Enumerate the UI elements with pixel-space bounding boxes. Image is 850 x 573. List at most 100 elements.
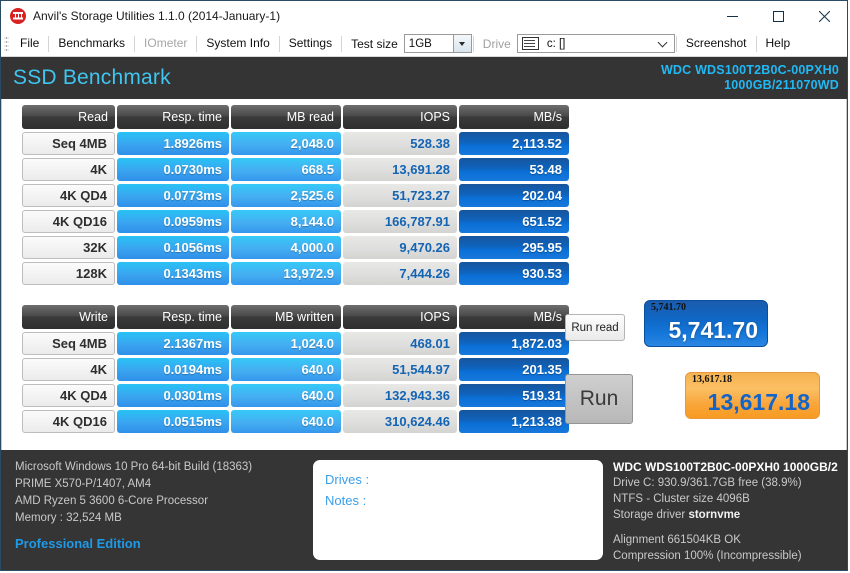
test-size-dropdown-button[interactable] [452,35,471,52]
menu-separator [48,35,50,52]
controls-panel: Run read Run Run write 5,741.70 5,741.70… [565,102,833,501]
minimize-button[interactable] [709,1,755,31]
window-controls [709,1,847,31]
drive-driver-value: stornvme [688,509,741,521]
write-table: Write Resp. time MB written IOPS MB/s Se… [20,302,571,436]
read-row-label[interactable]: 4K QD16 [22,210,115,233]
write-row-label[interactable]: 4K QD4 [22,384,115,407]
table-row: 128K 0.1343ms 13,972.9 7,444.26 930.53 [22,262,569,285]
read-cell-mbs: 295.95 [459,236,569,259]
table-row: Seq 4MB 2.1367ms 1,024.0 468.01 1,872.03 [22,332,569,355]
system-motherboard: PRIME X570-P/1407, AM4 [15,478,152,490]
table-row: 4K QD4 0.0773ms 2,525.6 51,723.27 202.04 [22,184,569,207]
write-row-label[interactable]: 4K [22,358,115,381]
read-cell-mbs: 202.04 [459,184,569,207]
run-read-button[interactable]: Run read [565,314,625,341]
drive-model-line: WDC WDS100T2B0C-00PXH0 [660,63,839,77]
table-row: 4K 0.0194ms 640.0 51,544.97 201.35 [22,358,569,381]
edition-label: Professional Edition [15,536,141,551]
menu-item-benchmarks[interactable]: Benchmarks [58,36,126,50]
notes-box[interactable]: Drives : Notes : [313,460,603,560]
menu-item-iometer: IOmeter [144,36,188,50]
read-cell-iops: 7,444.26 [343,262,457,285]
drive-capacity: Drive C: 930.9/361.7GB free (38.9%) [613,477,802,489]
table-row: 32K 0.1056ms 4,000.0 9,470.26 295.95 [22,236,569,259]
write-header-iops: IOPS [343,305,457,329]
drive-icon [521,37,539,50]
menu-separator [196,35,198,52]
read-header-iops: IOPS [343,105,457,129]
system-os: Microsoft Windows 10 Pro 64-bit Build (1… [15,461,253,473]
menu-item-help[interactable]: Help [765,36,791,50]
read-row-label[interactable]: 4K QD4 [22,184,115,207]
title-bar: Anvil's Storage Utilities 1.1.0 (2014-Ja… [1,1,847,31]
write-row-label[interactable]: 4K QD16 [22,410,115,433]
menu-separator [134,35,136,52]
menu-item-screenshot[interactable]: Screenshot [685,36,747,50]
close-button[interactable] [801,1,847,31]
table-row: 4K QD16 0.0515ms 640.0 310,624.46 1,213.… [22,410,569,433]
drive-details: WDC WDS100T2B0C-00PXH0 1000GB/2 Drive C:… [603,450,847,570]
read-cell-mbs: 53.48 [459,158,569,181]
read-cell-resp: 0.1056ms [117,236,229,259]
drive-value: c: [] [546,37,566,50]
read-cell-iops: 51,723.27 [343,184,457,207]
write-cell-iops: 51,544.97 [343,358,457,381]
menu-separator [278,35,280,52]
menu-item-system-info[interactable]: System Info [206,36,270,50]
read-header-read: Read [22,105,115,129]
anvil-icon [10,8,26,24]
read-cell-mbs: 2,113.52 [459,132,569,155]
info-panel: Microsoft Windows 10 Pro 64-bit Build (1… [1,450,847,570]
read-table: Read Resp. time MB read IOPS MB/s Seq 4M… [20,102,571,288]
menu-separator [755,35,757,52]
write-cell-mbs: 1,213.38 [459,410,569,433]
read-cell-mb: 8,144.0 [231,210,341,233]
menu-separator [472,35,474,52]
write-cell-mbs: 519.31 [459,384,569,407]
drive-info-spacer [613,523,847,532]
run-button[interactable]: Run [565,374,633,424]
menu-item-settings[interactable]: Settings [288,36,333,50]
system-memory: Memory : 32,524 MB [15,512,122,524]
write-cell-iops: 468.01 [343,332,457,355]
maximize-button[interactable] [755,1,801,31]
chevron-down-icon [459,41,466,46]
read-cell-iops: 528.38 [343,132,457,155]
read-row-label[interactable]: 4K [22,158,115,181]
table-row: 4K 0.0730ms 668.5 13,691.28 53.48 [22,158,569,181]
write-cell-iops: 310,624.46 [343,410,457,433]
drive-driver-label: Storage driver [613,509,686,521]
read-row-label[interactable]: Seq 4MB [22,132,115,155]
read-cell-mb: 2,048.0 [231,132,341,155]
drive-model: WDC WDS100T2B0C-00PXH0 1000GB/2 [613,460,838,474]
menu-item-file[interactable]: File [20,36,40,50]
test-size-select[interactable]: 1GB [403,34,472,53]
write-row-label[interactable]: Seq 4MB [22,332,115,355]
notes-label: Notes : [325,493,367,508]
read-cell-resp: 0.0959ms [117,210,229,233]
read-row-label[interactable]: 128K [22,262,115,285]
drive-alignment: Alignment 661504KB OK [613,534,741,546]
benchmark-header: SSD Benchmark WDC WDS100T2B0C-00PXH0 100… [1,57,847,99]
write-header-mb: MB written [231,305,341,329]
benchmark-title: SSD Benchmark [13,66,171,89]
menu-bar: File Benchmarks IOmeter System Info Sett… [1,31,847,57]
write-header-resp: Resp. time [117,305,229,329]
read-score-small: 5,741.70 [651,302,686,313]
drive-header-info: WDC WDS100T2B0C-00PXH0 1000GB/211070WD [661,63,839,93]
write-cell-resp: 2.1367ms [117,332,229,355]
drive-select[interactable]: c: [] [516,34,675,53]
write-cell-iops: 132,943.36 [343,384,457,407]
read-cell-resp: 1.8926ms [117,132,229,155]
toolbar-grip[interactable] [4,35,9,52]
system-cpu: AMD Ryzen 5 3600 6-Core Processor [15,495,209,507]
write-cell-mb: 640.0 [231,384,341,407]
total-score-value: 13,617.18 [707,389,810,415]
write-cell-mb: 1,024.0 [231,332,341,355]
benchmark-tables: Read Resp. time MB read IOPS MB/s Seq 4M… [20,102,569,436]
total-score-box: 13,617.18 13,617.18 [685,372,820,419]
drive-filesystem: NTFS - Cluster size 4096B [613,493,750,505]
read-row-label[interactable]: 32K [22,236,115,259]
